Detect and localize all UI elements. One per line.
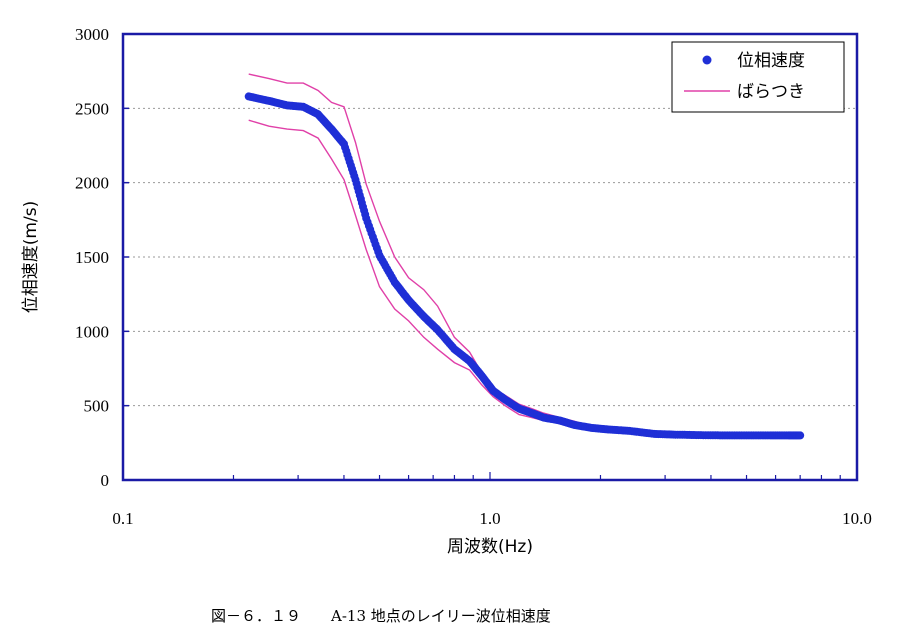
legend-label-variation: ばらつき xyxy=(737,82,805,102)
y-tick-label: 2500 xyxy=(75,99,109,118)
legend-box xyxy=(671,41,845,113)
grid xyxy=(123,107,857,407)
x-tick-label: 10.0 xyxy=(842,509,872,528)
legend-label-phase-velocity: 位相速度 xyxy=(737,51,805,71)
data-point xyxy=(796,431,805,440)
x-tick-label: 1.0 xyxy=(479,509,500,528)
figure-caption: 図－６．１９ A-13 地点のレイリー波位相速度 xyxy=(211,607,551,625)
y-tick-label: 1500 xyxy=(75,248,109,267)
variation-line xyxy=(248,119,801,439)
y-tick-label: 0 xyxy=(101,471,110,490)
y-axis-label: 位相速度(m/s) xyxy=(21,201,41,313)
x-tick-label: 0.1 xyxy=(112,509,133,528)
phase-velocity-series xyxy=(244,92,805,440)
x-axis-label: 周波数(Hz) xyxy=(447,537,533,557)
legend: 位相速度 ばらつき xyxy=(671,41,845,113)
y-tick-label: 2000 xyxy=(75,174,109,193)
y-axis-ticks: 0 500 1000 1500 2000 2500 3000 xyxy=(75,25,129,490)
x-axis-ticks: 0.1 1.0 10.0 xyxy=(112,472,872,528)
legend-marker-phase-velocity xyxy=(702,55,712,65)
y-tick-label: 1000 xyxy=(75,322,109,341)
y-tick-label: 3000 xyxy=(75,25,109,44)
y-tick-label: 500 xyxy=(84,397,110,416)
